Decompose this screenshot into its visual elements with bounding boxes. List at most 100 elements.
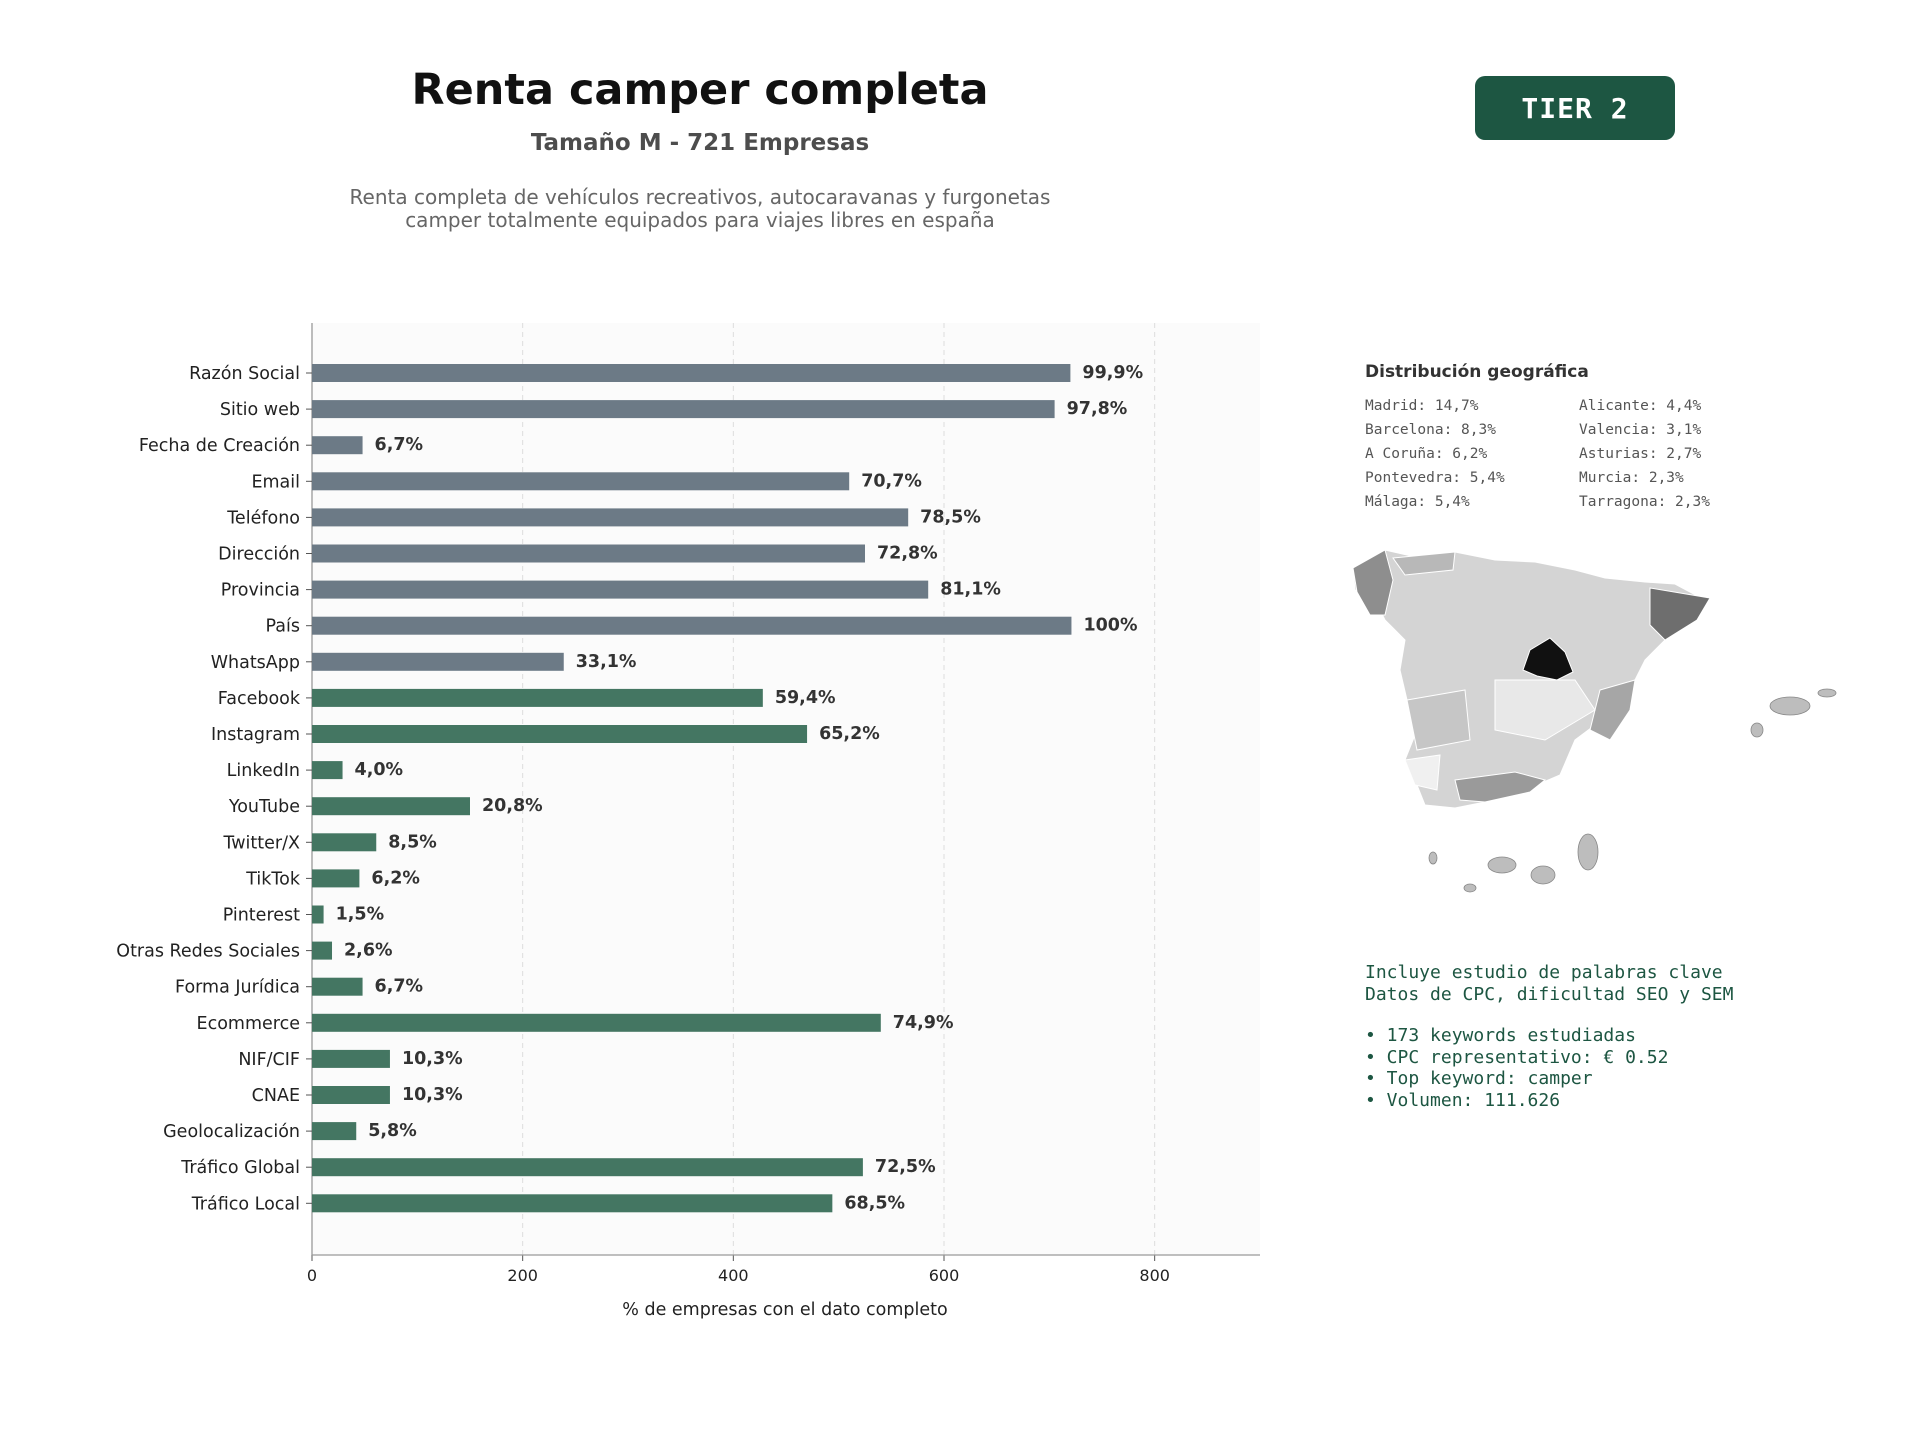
x-tick-label: 800 bbox=[1139, 1266, 1170, 1285]
category-label: Ecommerce bbox=[197, 1014, 300, 1034]
x-tick-label: 200 bbox=[507, 1266, 538, 1285]
data-label: 33,1% bbox=[576, 652, 637, 672]
category-label: Instagram bbox=[211, 725, 300, 745]
geo-item: Tarragona: 2,3% bbox=[1579, 494, 1710, 510]
geo-item: Málaga: 5,4% bbox=[1365, 494, 1470, 510]
bar bbox=[312, 508, 909, 527]
data-label: 8,5% bbox=[388, 832, 437, 852]
category-label: NIF/CIF bbox=[238, 1050, 300, 1070]
data-label: 78,5% bbox=[920, 507, 981, 527]
data-label: 10,3% bbox=[402, 1085, 463, 1105]
map-region-extremadura bbox=[1406, 689, 1471, 751]
completeness-bar-chart: 0 200 400 600 800 Razón Social 99,9% Sitio web 9… bbox=[116, 323, 1260, 1320]
bar bbox=[312, 436, 363, 455]
data-label: 97,8% bbox=[1067, 399, 1128, 419]
x-tick-label: 0 bbox=[307, 1266, 317, 1285]
bar bbox=[312, 1049, 390, 1068]
data-label: 72,5% bbox=[875, 1157, 936, 1177]
bar bbox=[312, 544, 865, 563]
data-label: 1,5% bbox=[336, 905, 385, 925]
geo-item: Madrid: 14,7% bbox=[1365, 398, 1479, 414]
bar bbox=[312, 797, 470, 816]
map-region-andalucia-south bbox=[1454, 771, 1547, 803]
map-region-valencia bbox=[1589, 679, 1636, 741]
keywords-bullet: • CPC representativo: € 0.52 bbox=[1365, 1046, 1669, 1068]
category-label: Teléfono bbox=[226, 508, 300, 528]
geo-item: Barcelona: 8,3% bbox=[1365, 422, 1496, 438]
tier-badge: TIER 2 bbox=[1475, 76, 1675, 140]
bar bbox=[312, 905, 324, 924]
bar bbox=[312, 941, 333, 960]
x-tick-label: 400 bbox=[718, 1266, 749, 1285]
bar bbox=[312, 725, 808, 743]
category-label: Tráfico Local bbox=[191, 1194, 300, 1214]
geo-distribution-list: Madrid: 14,7% Alicante: 4,4% Barcelona: … bbox=[1365, 398, 1755, 510]
category-label: WhatsApp bbox=[211, 653, 300, 673]
bar bbox=[312, 580, 929, 599]
map-region-canary-5 bbox=[1428, 851, 1438, 865]
geo-item: Valencia: 3,1% bbox=[1579, 422, 1702, 438]
data-label: 6,7% bbox=[375, 435, 424, 455]
data-label: 10,3% bbox=[402, 1049, 463, 1069]
map-region-ibiza bbox=[1750, 722, 1764, 738]
category-label: Forma Jurídica bbox=[175, 978, 300, 998]
bar bbox=[312, 833, 377, 852]
category-label: Tráfico Global bbox=[180, 1158, 300, 1178]
map-region-canary-4 bbox=[1463, 883, 1477, 893]
data-label: 59,4% bbox=[775, 688, 836, 708]
bar bbox=[312, 688, 763, 707]
category-label: LinkedIn bbox=[227, 761, 300, 781]
geo-title: Distribución geográfica bbox=[1365, 362, 1589, 382]
category-label: Pinterest bbox=[223, 906, 300, 926]
data-label: 81,1% bbox=[940, 580, 1001, 600]
data-label: 20,8% bbox=[482, 796, 543, 816]
page-title: Renta camper completa bbox=[411, 65, 989, 115]
geo-item: Pontevedra: 5,4% bbox=[1365, 470, 1505, 486]
category-label: País bbox=[266, 617, 300, 637]
category-label: Otras Redes Sociales bbox=[116, 942, 300, 962]
map-region-galicia bbox=[1352, 549, 1394, 616]
bar bbox=[312, 616, 1072, 635]
x-axis-title: % de empresas con el dato completo bbox=[622, 1300, 947, 1320]
geo-item: Murcia: 2,3% bbox=[1579, 470, 1684, 486]
data-label: 5,8% bbox=[368, 1121, 417, 1141]
x-tick-label: 600 bbox=[929, 1266, 960, 1285]
category-label: Facebook bbox=[218, 689, 301, 709]
category-label: Provincia bbox=[221, 581, 300, 601]
data-label: 74,9% bbox=[893, 1013, 954, 1033]
spain-choropleth-map bbox=[1352, 549, 1837, 893]
map-region-mallorca bbox=[1769, 696, 1811, 716]
bar bbox=[312, 472, 850, 491]
map-region-canary-3 bbox=[1577, 833, 1599, 871]
geo-item: A Coruña: 6,2% bbox=[1365, 446, 1488, 462]
category-label: TikTok bbox=[245, 869, 301, 889]
map-region-catalonia bbox=[1649, 587, 1711, 641]
data-label: 70,7% bbox=[861, 471, 922, 491]
bar bbox=[312, 761, 343, 780]
bar bbox=[312, 652, 564, 671]
data-label: 72,8% bbox=[877, 544, 938, 564]
keywords-intro-2: Datos de CPC, dificultad SEO y SEM bbox=[1365, 983, 1734, 1005]
geo-item: Asturias: 2,7% bbox=[1579, 446, 1702, 462]
category-label: Dirección bbox=[218, 545, 300, 565]
bar bbox=[312, 1122, 357, 1141]
bar bbox=[312, 364, 1071, 382]
geo-item: Alicante: 4,4% bbox=[1579, 398, 1702, 414]
bar bbox=[312, 400, 1055, 419]
data-label: 65,2% bbox=[819, 724, 880, 744]
bar bbox=[312, 977, 363, 996]
map-region-huelva bbox=[1404, 754, 1441, 791]
category-label: Razón Social bbox=[189, 364, 300, 384]
category-label: Twitter/X bbox=[222, 833, 300, 853]
data-label: 6,2% bbox=[371, 868, 420, 888]
data-label: 100% bbox=[1083, 616, 1137, 636]
keywords-panel: Incluye estudio de palabras clave Datos … bbox=[1365, 962, 1733, 1111]
map-region-canary-2 bbox=[1530, 865, 1556, 885]
category-label: YouTube bbox=[228, 797, 300, 817]
data-label: 2,6% bbox=[344, 941, 393, 961]
bar bbox=[312, 869, 360, 888]
bar bbox=[312, 1194, 833, 1213]
map-region-menorca bbox=[1817, 688, 1837, 698]
page-subtitle: Tamaño M - 721 Empresas bbox=[530, 130, 870, 156]
keywords-intro-1: Incluye estudio de palabras clave bbox=[1365, 962, 1723, 983]
